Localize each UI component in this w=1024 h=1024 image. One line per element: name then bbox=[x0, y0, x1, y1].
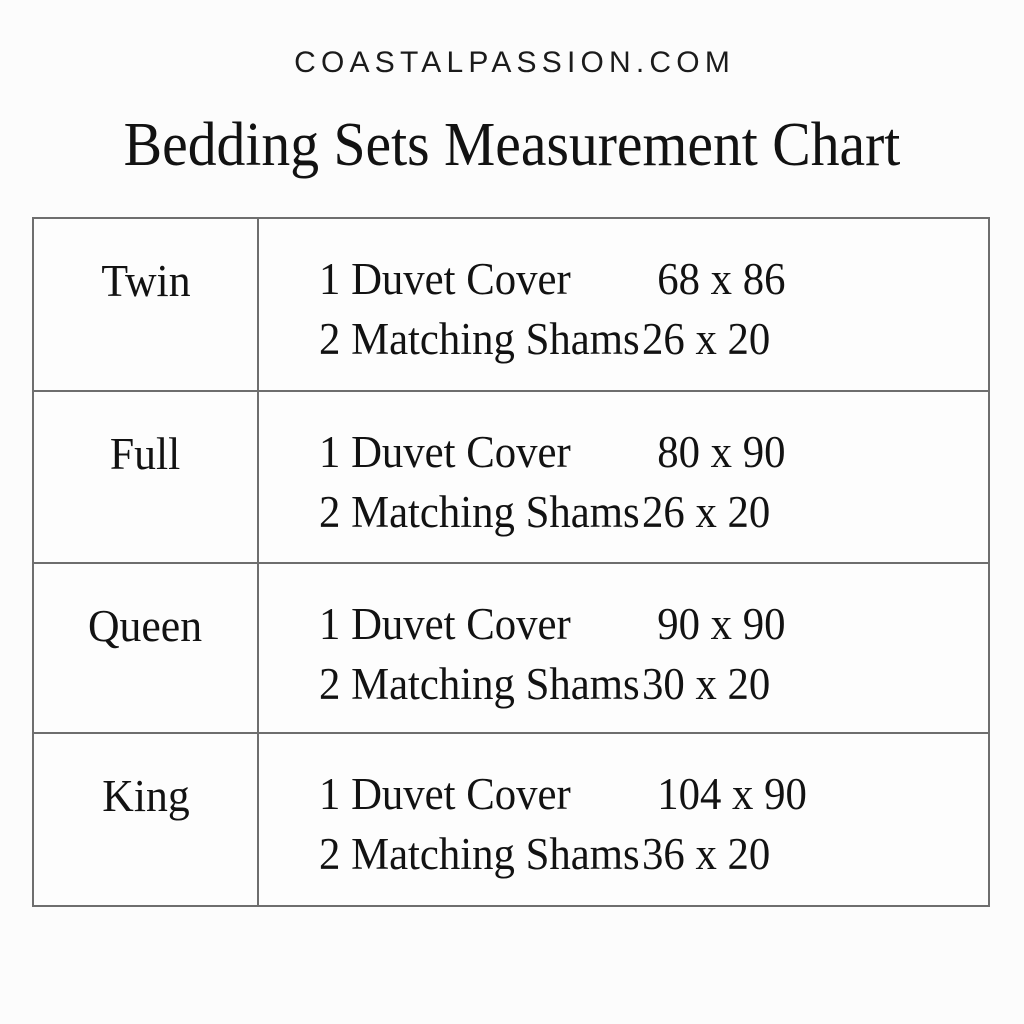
page-title: Bedding Sets Measurement Chart bbox=[123, 111, 901, 179]
size-cell: Full bbox=[34, 392, 259, 562]
detail-cell: 1 Duvet Cover 104 x 90 2 Matching Shams … bbox=[259, 734, 988, 905]
shams-label: 2 Matching Shams bbox=[319, 314, 640, 364]
duvet-label: 1 Duvet Cover bbox=[319, 599, 571, 649]
shams-dimensions: 36 x 20 bbox=[642, 829, 771, 879]
duvet-line: 1 Duvet Cover 68 x 86 bbox=[319, 249, 955, 309]
shams-dimensions: 26 x 20 bbox=[642, 314, 771, 364]
table-row: Full 1 Duvet Cover 80 x 90 2 Matching Sh… bbox=[34, 392, 988, 564]
size-cell: Twin bbox=[34, 219, 259, 390]
shams-dimensions: 30 x 20 bbox=[642, 659, 771, 709]
detail-cell: 1 Duvet Cover 68 x 86 2 Matching Shams 2… bbox=[259, 219, 988, 390]
duvet-label: 1 Duvet Cover bbox=[319, 254, 571, 304]
table-row: King 1 Duvet Cover 104 x 90 2 Matching S… bbox=[34, 734, 988, 905]
duvet-label: 1 Duvet Cover bbox=[319, 427, 571, 477]
size-cell: King bbox=[34, 734, 259, 905]
size-label: Full bbox=[110, 428, 181, 479]
shams-line: 2 Matching Shams 30 x 20 bbox=[319, 654, 955, 714]
shams-label: 2 Matching Shams bbox=[319, 829, 640, 879]
duvet-line: 1 Duvet Cover 104 x 90 bbox=[319, 764, 955, 824]
shams-label: 2 Matching Shams bbox=[319, 487, 640, 537]
shams-dimensions: 26 x 20 bbox=[642, 487, 771, 537]
size-cell: Queen bbox=[34, 564, 259, 732]
shams-line: 2 Matching Shams 36 x 20 bbox=[319, 824, 955, 884]
detail-cell: 1 Duvet Cover 80 x 90 2 Matching Shams 2… bbox=[259, 392, 988, 562]
duvet-dimensions: 80 x 90 bbox=[657, 427, 786, 477]
size-label: Queen bbox=[88, 600, 203, 651]
table-row: Queen 1 Duvet Cover 90 x 90 2 Matching S… bbox=[34, 564, 988, 734]
shams-line: 2 Matching Shams 26 x 20 bbox=[319, 309, 955, 369]
duvet-label: 1 Duvet Cover bbox=[319, 769, 571, 819]
shams-label: 2 Matching Shams bbox=[319, 659, 640, 709]
size-label: Twin bbox=[100, 255, 191, 306]
shams-line: 2 Matching Shams 26 x 20 bbox=[319, 482, 955, 542]
table-row: Twin 1 Duvet Cover 68 x 86 2 Matching Sh… bbox=[34, 219, 988, 392]
duvet-line: 1 Duvet Cover 80 x 90 bbox=[319, 422, 955, 482]
duvet-dimensions: 68 x 86 bbox=[657, 254, 786, 304]
size-label: King bbox=[101, 770, 190, 821]
duvet-dimensions: 90 x 90 bbox=[657, 599, 786, 649]
detail-cell: 1 Duvet Cover 90 x 90 2 Matching Shams 3… bbox=[259, 564, 988, 732]
measurement-table: Twin 1 Duvet Cover 68 x 86 2 Matching Sh… bbox=[32, 217, 990, 907]
duvet-dimensions: 104 x 90 bbox=[657, 769, 807, 819]
site-name: COASTALPASSION.COM bbox=[294, 46, 736, 79]
duvet-line: 1 Duvet Cover 90 x 90 bbox=[319, 594, 955, 654]
